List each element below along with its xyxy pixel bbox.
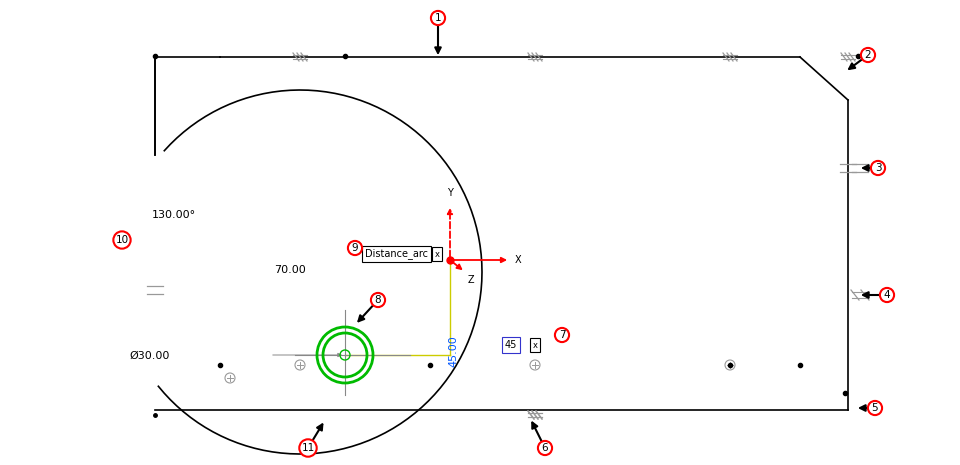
Text: 130.00°: 130.00° [152, 210, 196, 220]
Text: 45.00: 45.00 [448, 335, 458, 367]
Text: 8: 8 [374, 295, 381, 305]
Text: 7: 7 [559, 330, 565, 340]
Text: Distance_arc: Distance_arc [365, 249, 428, 259]
Text: 6: 6 [541, 443, 548, 453]
Text: x: x [533, 340, 538, 350]
Text: Z: Z [468, 275, 474, 285]
Text: 11: 11 [301, 443, 315, 453]
Text: 45: 45 [505, 340, 517, 350]
Text: X: X [515, 255, 521, 265]
Text: 10: 10 [115, 235, 129, 245]
Text: 4: 4 [884, 290, 890, 300]
Text: 9: 9 [351, 243, 358, 253]
Text: x: x [435, 250, 440, 259]
Text: 5: 5 [872, 403, 878, 413]
Text: 2: 2 [865, 50, 872, 60]
Text: Y: Y [447, 188, 453, 198]
Text: 70.00: 70.00 [275, 265, 306, 275]
Text: 3: 3 [875, 163, 881, 173]
Text: Ø30.00: Ø30.00 [130, 351, 170, 361]
Text: 1: 1 [435, 13, 442, 23]
